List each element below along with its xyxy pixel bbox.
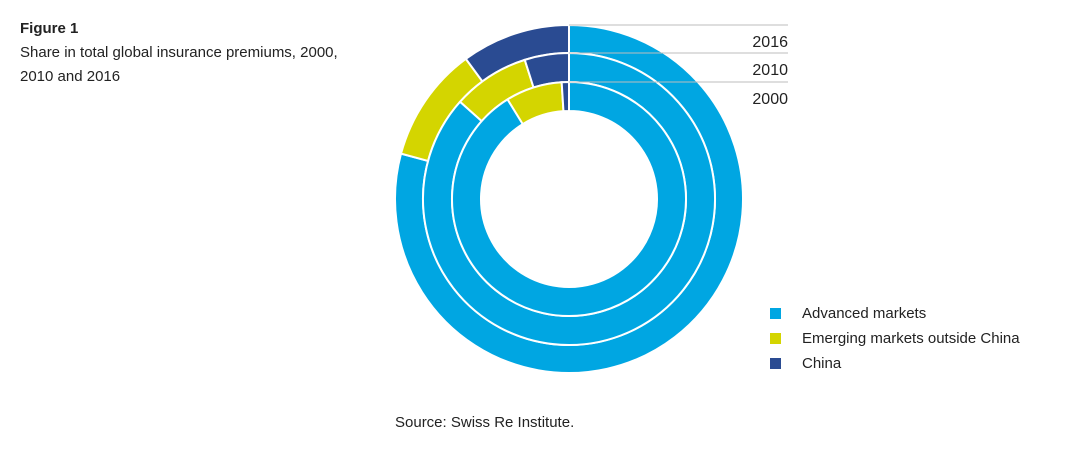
legend-swatch-china: [770, 358, 781, 369]
figure-label: Figure 1: [20, 20, 79, 37]
ring-label-2010: 2010: [752, 62, 788, 79]
source-note: Source: Swiss Re Institute.: [395, 414, 575, 431]
figure-title: Share in total global insurance premiums…: [20, 44, 338, 85]
slice-2000-china: [560, 80, 570, 113]
ring-label-2016: 2016: [752, 34, 788, 51]
legend-swatch-advanced: [770, 308, 781, 319]
ring-label-2000: 2000: [752, 91, 788, 108]
slice-2000-advanced: [451, 80, 687, 317]
legend-swatch-emerging: [770, 333, 781, 344]
legend-item-emerging: Emerging markets outside China: [770, 326, 1020, 351]
legend-label-advanced: Advanced markets: [802, 305, 927, 322]
legend: Advanced markets Emerging markets outsid…: [770, 301, 1020, 376]
legend-label-emerging: Emerging markets outside China: [802, 330, 1020, 347]
legend-label-china: China: [802, 355, 842, 372]
legend-item-advanced: Advanced markets: [770, 301, 1020, 326]
legend-item-china: China: [770, 351, 1020, 376]
